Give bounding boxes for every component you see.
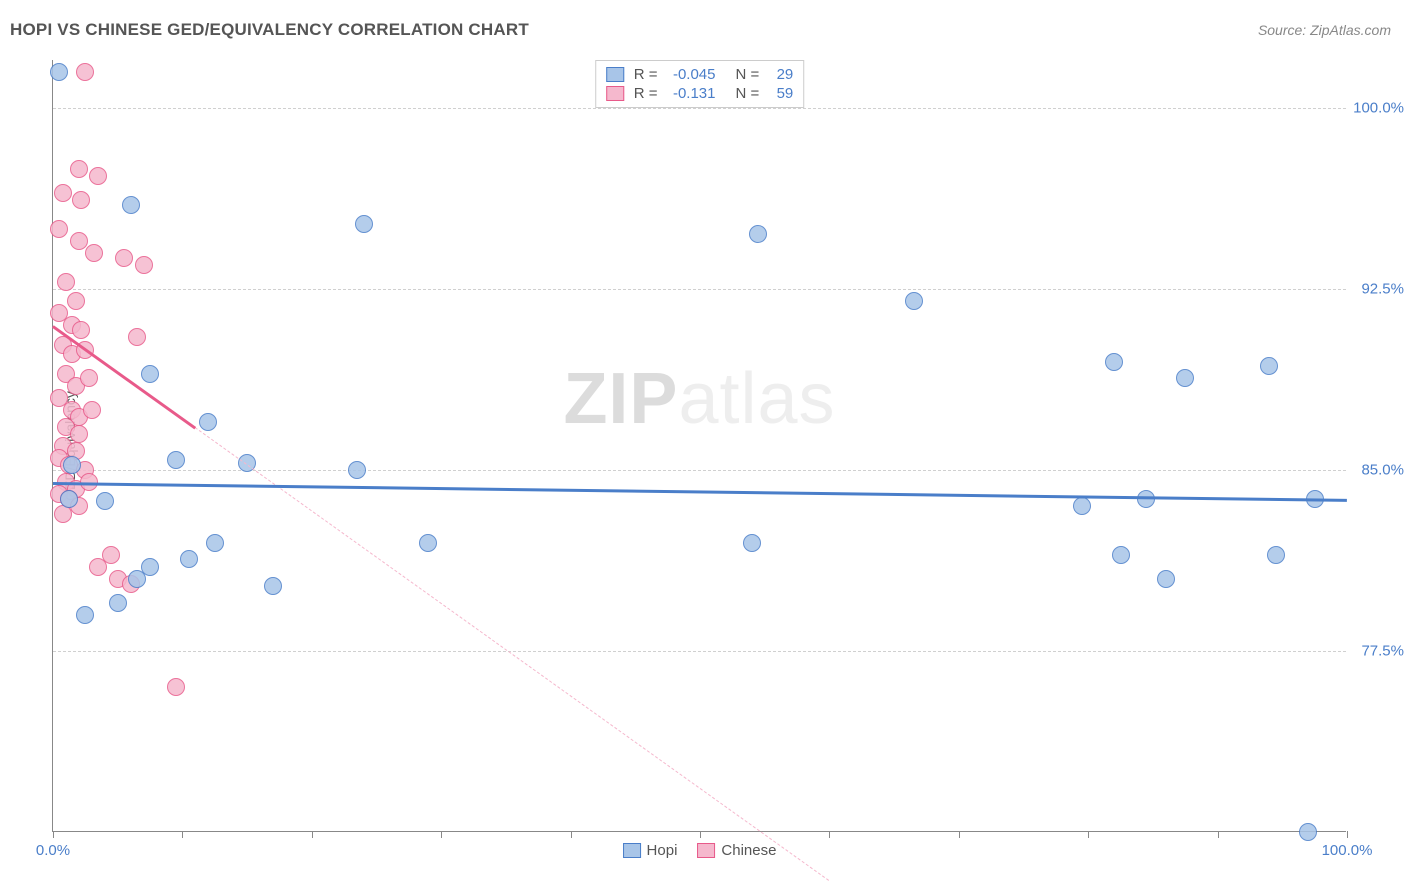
scatter-point: [905, 292, 923, 310]
legend-r-label: R =: [634, 85, 658, 102]
scatter-point: [89, 167, 107, 185]
scatter-point: [96, 492, 114, 510]
source-attribution: Source: ZipAtlas.com: [1258, 22, 1391, 38]
scatter-point: [128, 570, 146, 588]
scatter-point: [1073, 497, 1091, 515]
legend-swatch: [606, 67, 624, 82]
y-tick-label: 85.0%: [1361, 462, 1404, 479]
scatter-point: [1260, 357, 1278, 375]
scatter-point: [89, 558, 107, 576]
scatter-point: [60, 490, 78, 508]
scatter-point: [83, 401, 101, 419]
x-tick: [829, 831, 830, 838]
x-tick: [1088, 831, 1089, 838]
watermark: ZIPatlas: [563, 358, 835, 440]
scatter-point: [50, 63, 68, 81]
legend-swatch: [606, 86, 624, 101]
x-tick: [441, 831, 442, 838]
scatter-point: [80, 369, 98, 387]
scatter-point: [355, 215, 373, 233]
scatter-point: [72, 321, 90, 339]
x-tick: [700, 831, 701, 838]
gridline: [53, 289, 1346, 290]
legend-r-label: R =: [634, 66, 658, 83]
scatter-point: [167, 451, 185, 469]
legend-swatch: [697, 843, 715, 858]
scatter-point: [115, 249, 133, 267]
x-tick: [312, 831, 313, 838]
legend-n-label: N =: [736, 66, 760, 83]
scatter-point: [1137, 490, 1155, 508]
scatter-point: [206, 534, 224, 552]
legend-label: Chinese: [721, 842, 776, 859]
watermark-atlas: atlas: [678, 359, 835, 439]
legend-r-value: -0.045: [666, 66, 716, 83]
y-tick-label: 92.5%: [1361, 281, 1404, 298]
scatter-point: [743, 534, 761, 552]
x-tick-label: 100.0%: [1322, 842, 1373, 859]
y-tick-label: 100.0%: [1353, 100, 1404, 117]
x-tick: [1218, 831, 1219, 838]
scatter-point: [76, 63, 94, 81]
gridline: [53, 108, 1346, 109]
scatter-point: [180, 550, 198, 568]
scatter-point: [109, 594, 127, 612]
x-tick: [182, 831, 183, 838]
chart-title: HOPI VS CHINESE GED/EQUIVALENCY CORRELAT…: [10, 20, 529, 40]
legend-n-label: N =: [736, 85, 760, 102]
scatter-point: [72, 191, 90, 209]
legend-r-value: -0.131: [666, 85, 716, 102]
scatter-point: [1112, 546, 1130, 564]
scatter-point: [76, 606, 94, 624]
chart-container: HOPI VS CHINESE GED/EQUIVALENCY CORRELAT…: [0, 0, 1406, 892]
x-tick: [571, 831, 572, 838]
scatter-point: [70, 425, 88, 443]
legend-row: R = -0.131 N = 59: [606, 84, 794, 103]
scatter-point: [167, 678, 185, 696]
plot-area: ZIPatlas GED/Equivalency R =-0.045N =29R…: [52, 60, 1346, 832]
correlation-legend: R = -0.045 N = 29 R = -0.131 N = 59: [595, 60, 805, 108]
legend-item: Hopi: [623, 842, 678, 859]
scatter-point: [128, 328, 146, 346]
scatter-point: [419, 534, 437, 552]
legend-n-value: 29: [767, 66, 793, 83]
legend-label: Hopi: [647, 842, 678, 859]
scatter-point: [67, 292, 85, 310]
x-tick: [53, 831, 54, 838]
scatter-point: [54, 184, 72, 202]
scatter-point: [264, 577, 282, 595]
legend-row: R = -0.045 N = 29: [606, 65, 794, 84]
x-tick-label: 0.0%: [36, 842, 70, 859]
y-tick-label: 77.5%: [1361, 643, 1404, 660]
trend-line-dashed: [195, 427, 830, 881]
scatter-point: [85, 244, 103, 262]
scatter-point: [70, 232, 88, 250]
scatter-point: [50, 220, 68, 238]
scatter-point: [70, 160, 88, 178]
legend-n-value: 59: [767, 85, 793, 102]
gridline: [53, 651, 1346, 652]
scatter-point: [749, 225, 767, 243]
scatter-point: [1105, 353, 1123, 371]
scatter-point: [199, 413, 217, 431]
legend-item: Chinese: [697, 842, 776, 859]
scatter-point: [122, 196, 140, 214]
watermark-zip: ZIP: [563, 359, 678, 439]
scatter-point: [1157, 570, 1175, 588]
scatter-point: [63, 456, 81, 474]
scatter-point: [1267, 546, 1285, 564]
scatter-point: [1299, 823, 1317, 841]
series-legend: Hopi Chinese: [623, 842, 777, 859]
scatter-point: [135, 256, 153, 274]
scatter-point: [57, 273, 75, 291]
x-tick: [1347, 831, 1348, 838]
legend-swatch: [623, 843, 641, 858]
scatter-point: [141, 365, 159, 383]
scatter-point: [1176, 369, 1194, 387]
scatter-point: [348, 461, 366, 479]
x-tick: [959, 831, 960, 838]
